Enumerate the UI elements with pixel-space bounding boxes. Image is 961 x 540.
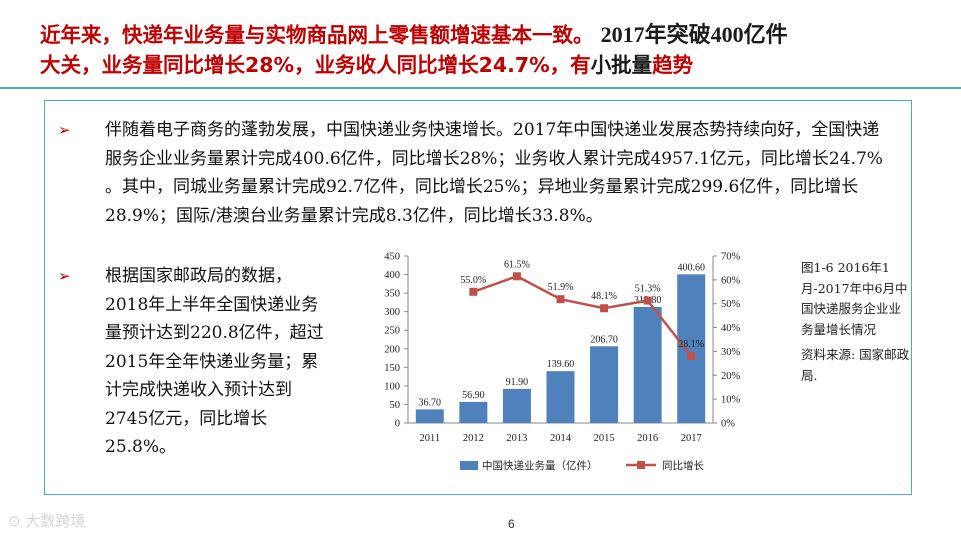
- title-part1: 近年来，快递年业务量与实物商品网上零售额增速基本一致。: [40, 23, 594, 47]
- x-tick-label: 2016: [637, 433, 658, 444]
- x-tick-label: 2015: [594, 433, 615, 444]
- bar: [590, 346, 619, 423]
- x-tick-label: 2011: [419, 433, 440, 444]
- y-right-tick-label: 50%: [721, 299, 741, 310]
- caption-text: 图1-6 2016年1月-2017年中6月中国快递服务企业业务量增长情况: [801, 260, 908, 337]
- legend-line-label: 同比增长: [662, 459, 704, 472]
- bullet-arrow-icon: ➢: [58, 267, 71, 285]
- y-left-tick-label: 250: [384, 326, 400, 337]
- bar-value-label: 91.90: [506, 377, 529, 388]
- bar: [546, 371, 575, 423]
- y-left-tick-label: 350: [384, 289, 400, 300]
- bar-value-label: 36.70: [419, 397, 442, 408]
- bullet-paragraph-2: ➢ 根据国家邮政局的数据，2018年上半年全国快递业务量预计达到220.8亿件，…: [58, 262, 333, 462]
- legend-bar-swatch: [460, 461, 478, 470]
- content-panel: [44, 100, 912, 495]
- bullet-paragraph-1: ➢ 伴随着电子商务的蓬勃发展，中国快递业务快速增长。2017年中国快递业发展态势…: [58, 116, 888, 230]
- growth-point: [556, 295, 565, 304]
- growth-value-label: 55.0%: [460, 275, 486, 286]
- bullet-arrow-icon: ➢: [58, 121, 71, 139]
- source-text: 资料来源: 国家邮政局.: [801, 347, 910, 383]
- growth-value-label: 51.3%: [635, 284, 661, 295]
- growth-point: [643, 296, 652, 305]
- growth-point: [687, 351, 696, 360]
- express-volume-chart: 0 50 100 150 200 250 300 350 400 450 0% 10% 20% 30% 40…: [384, 252, 741, 473]
- brand-logo: ⊙ 大数跨境: [8, 510, 85, 531]
- page-number: 6: [508, 517, 515, 531]
- legend-bar-label: 中国快递业务量（亿件）: [482, 459, 598, 472]
- y-left-tick-label: 50: [390, 400, 401, 411]
- x-tick-label: 2014: [550, 433, 572, 444]
- bar: [677, 274, 706, 423]
- y-left-tick-label: 300: [384, 307, 400, 318]
- bar-value-label: 400.60: [677, 262, 705, 273]
- bullet-1-text: 伴随着电子商务的蓬勃发展，中国快递业务快速增长。2017年中国快递业发展态势持续…: [105, 120, 883, 226]
- y-right-tick-label: 40%: [721, 323, 741, 334]
- bar: [459, 401, 488, 423]
- title-line2b: 小批量: [590, 53, 653, 77]
- growth-line: [472, 274, 693, 357]
- bar: [633, 306, 662, 423]
- slide-title: 近年来，快递年业务量与实物商品网上零售额增速基本一致。 2017年突破400亿件…: [40, 20, 940, 80]
- y-left-tick-label: 450: [384, 252, 400, 263]
- y-left-tick-label: 100: [384, 381, 400, 392]
- title-part2: 2017年突破400亿件: [600, 22, 788, 47]
- growth-value-label: 28.1%: [678, 339, 704, 350]
- bar-value-label: 139.60: [547, 359, 575, 370]
- y-right-tick-label: 70%: [721, 252, 741, 263]
- y-left-tick-label: 400: [384, 270, 400, 281]
- growth-value-label: 51.9%: [548, 282, 574, 293]
- y-right-tick-label: 10%: [721, 395, 741, 406]
- growth-value-label: 48.1%: [591, 291, 617, 302]
- y-left-tick-label: 200: [384, 344, 400, 355]
- logo-icon: ⊙: [8, 512, 21, 530]
- growth-point: [469, 287, 478, 296]
- title-line2c: 趋势: [652, 53, 694, 77]
- growth-point: [600, 304, 609, 313]
- bar-value-label: 56.90: [462, 390, 485, 401]
- y-right-tick-label: 30%: [721, 347, 741, 358]
- y-left-tick-label: 0: [395, 419, 400, 430]
- y-left-tick-label: 150: [384, 363, 400, 374]
- bullet-2-text: 根据国家邮政局的数据，2018年上半年全国快递业务量预计达到220.8亿件，超过…: [105, 266, 324, 457]
- growth-value-label: 61.5%: [504, 259, 530, 270]
- growth-point: [512, 272, 521, 281]
- bar: [415, 409, 444, 423]
- logo-text: 大数跨境: [25, 512, 86, 530]
- bar-value-label: 206.70: [590, 334, 618, 345]
- x-tick-label: 2012: [463, 433, 484, 444]
- x-tick-label: 2017: [681, 433, 702, 444]
- title-divider: [0, 87, 961, 89]
- chart-caption: 图1-6 2016年1月-2017年中6月中国快递服务企业业务量增长情况 资料来…: [801, 258, 911, 386]
- title-line2a: 大关，业务量同比增长28%，业务收人同比增长24.7%，有: [40, 53, 591, 77]
- y-right-tick-label: 20%: [721, 371, 741, 382]
- x-tick-label: 2013: [506, 433, 527, 444]
- bar: [502, 388, 531, 423]
- y-right-tick-label: 60%: [721, 275, 741, 286]
- y-right-tick-label: 0%: [721, 419, 735, 430]
- legend-line-marker: [637, 461, 645, 469]
